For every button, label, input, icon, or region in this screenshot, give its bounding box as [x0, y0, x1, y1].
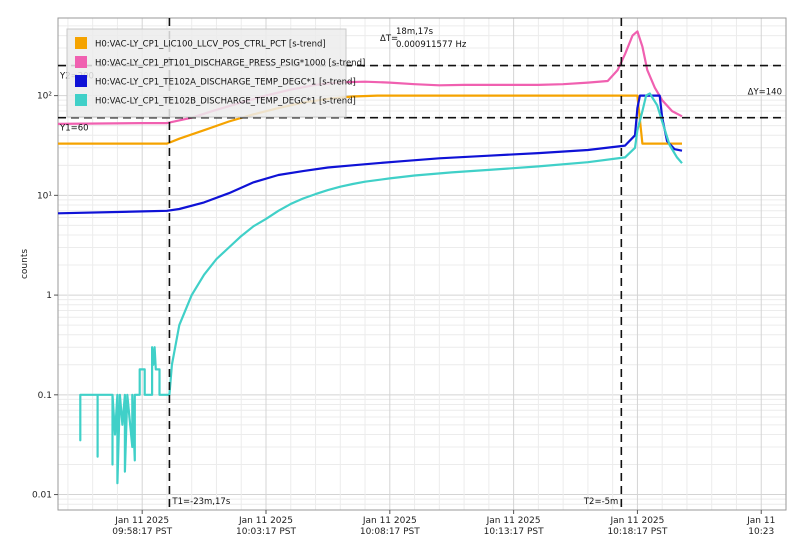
- legend-label-4: H0:VAC-LY_CP1_TE102B_DISCHARGE_TEMP_DEGC…: [95, 97, 356, 107]
- y-tick-label: 1: [46, 291, 52, 301]
- legend-swatch-2[interactable]: [75, 56, 87, 68]
- y-axis-title: counts: [20, 249, 30, 279]
- x-tick-label-date: Jan 11 2025: [114, 516, 169, 526]
- x-tick-label-time: 10:08:17 PST: [360, 527, 420, 537]
- cursor-t2-label: T2=-5m: [583, 497, 618, 507]
- series-line-4: [79, 92, 683, 485]
- x-tick-label-time: 09:58:17 PST: [112, 527, 172, 537]
- x-tick-label-time: 10:03:17 PST: [236, 527, 296, 537]
- x-tick-label-time: 10:13:17 PST: [484, 527, 544, 537]
- x-tick-label-time: 10:23: [748, 527, 774, 537]
- legend-label-1: H0:VAC-LY_CP1_LIC100_LLCV_POS_CTRL_PCT […: [95, 40, 326, 50]
- legend-box: [66, 28, 347, 118]
- delta-t-duration: 18m,17s: [396, 27, 434, 37]
- plot-area: [57, 17, 787, 511]
- x-tick-label-date: Jan 11 2025: [486, 516, 541, 526]
- x-tick-label-date: Jan 11 2025: [238, 516, 293, 526]
- legend-label-2: H0:VAC-LY_CP1_PT101_DISCHARGE_PRESS_PSIG…: [95, 59, 365, 69]
- x-tick-label-date: Jan 11: [746, 516, 775, 526]
- y-tick-label: 0.01: [32, 491, 52, 501]
- x-tick-label-time: 10:18:17 PST: [607, 527, 667, 537]
- x-tick-label-date: Jan 11 2025: [362, 516, 417, 526]
- y-tick-label: 0.1: [38, 391, 52, 401]
- y-tick-label: 10¹: [37, 191, 52, 201]
- delta-t-frequency: 0.000911577 Hz: [396, 40, 467, 50]
- legend-label-3: H0:VAC-LY_CP1_TE102A_DISCHARGE_TEMP_DEGC…: [95, 78, 356, 88]
- legend[interactable]: H0:VAC-LY_CP1_LIC100_LLCV_POS_CTRL_PCT […: [66, 28, 365, 118]
- cursor-t1-label: T1=-23m,17s: [171, 497, 230, 507]
- delta-t-prefix: ΔT=: [380, 34, 398, 44]
- x-tick-label-date: Jan 11 2025: [609, 516, 664, 526]
- cursor-y1-label: Y1=60: [59, 124, 89, 134]
- y-tick-label: 10²: [37, 92, 52, 102]
- legend-swatch-1[interactable]: [75, 37, 87, 49]
- series-line-3: [57, 94, 683, 215]
- legend-swatch-3[interactable]: [75, 75, 87, 87]
- legend-swatch-4[interactable]: [75, 94, 87, 106]
- delta-y-label: ΔY=140: [748, 88, 782, 98]
